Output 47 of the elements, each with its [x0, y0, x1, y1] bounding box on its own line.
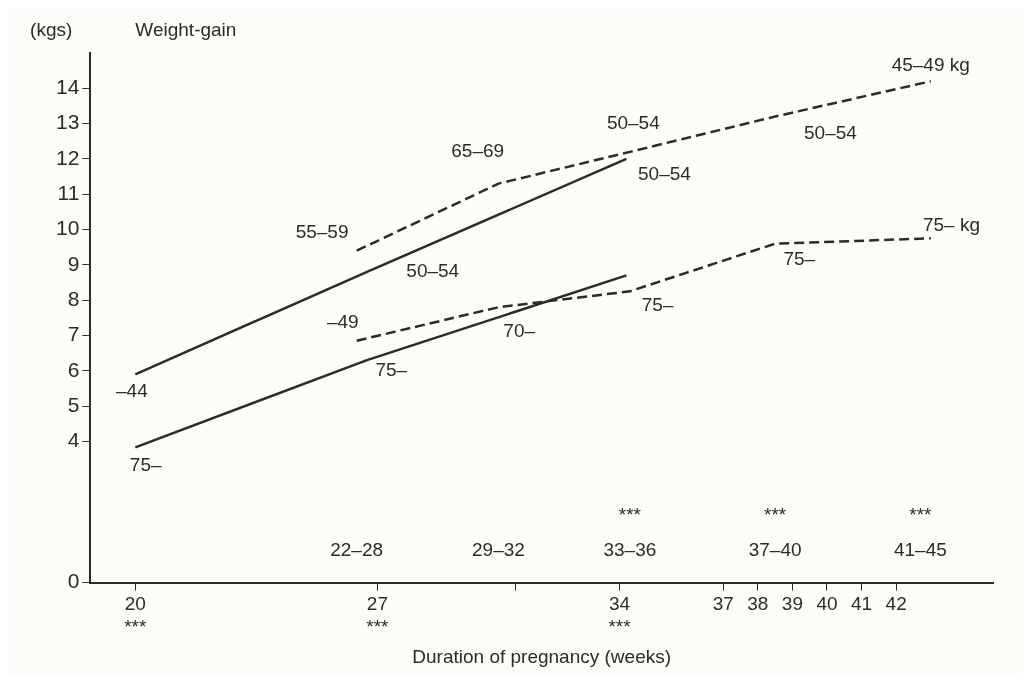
x-tick-label: 20 ***: [124, 593, 148, 638]
annotation: 33–36: [603, 539, 657, 561]
annotation: ***: [618, 503, 642, 525]
x-tick-label: 27 ***: [366, 593, 390, 638]
annotation: 29–32: [472, 539, 525, 561]
y-tick-label: 8: [67, 286, 80, 310]
y-tick-label: 11: [57, 181, 80, 205]
y-tick-label: 7: [67, 322, 80, 346]
x-tick-label: 42: [885, 593, 907, 615]
x-tick-label: 41: [851, 593, 873, 615]
y-tick-label: 5: [67, 392, 80, 416]
y-tick-label: 0: [67, 569, 80, 593]
annotation: 41–45: [893, 539, 947, 561]
x-tick-label: 40: [816, 593, 838, 615]
annotation: 75–: [129, 454, 162, 476]
x-tick-label: 39: [781, 593, 803, 615]
annotation: 45–49 kg: [891, 53, 970, 75]
x-axis-title: Duration of pregnancy (weeks): [412, 645, 672, 667]
chart-title: Weight-gain: [135, 19, 237, 41]
annotation: 65–69: [451, 140, 505, 162]
y-tick-label: 4: [67, 428, 80, 452]
annotation: –44: [116, 380, 149, 402]
y-tick-label: 14: [56, 75, 80, 99]
y-tick-label: 6: [67, 357, 80, 381]
annotation: 70–: [503, 320, 536, 342]
annotation: 50–54: [638, 163, 692, 185]
annotation: ***: [764, 503, 787, 525]
y-tick-label: 13: [56, 110, 80, 134]
annotation: 55–59: [295, 221, 349, 243]
annotation: 50–54: [804, 122, 858, 144]
annotation: 50–54: [606, 111, 661, 133]
x-tick-label: 34 ***: [608, 593, 632, 638]
annotation: ***: [909, 503, 933, 525]
annotation: 75–: [783, 247, 816, 269]
annotation: 75–: [641, 293, 674, 315]
y-axis-title: (kgs): [30, 19, 73, 41]
annotation: 50–54: [406, 260, 460, 282]
annotation: 37–40: [748, 539, 802, 561]
y-tick-label: 10: [56, 216, 80, 240]
annotation: –49: [326, 311, 359, 333]
annotation: 75– kg: [922, 214, 981, 236]
y-tick-label: 9: [67, 251, 80, 275]
annotation: 22–28: [330, 539, 384, 561]
x-tick-label: 37: [712, 593, 734, 615]
y-tick-label: 12: [56, 145, 80, 169]
x-tick-label: 38: [747, 593, 769, 615]
annotation: 75–: [375, 358, 408, 380]
